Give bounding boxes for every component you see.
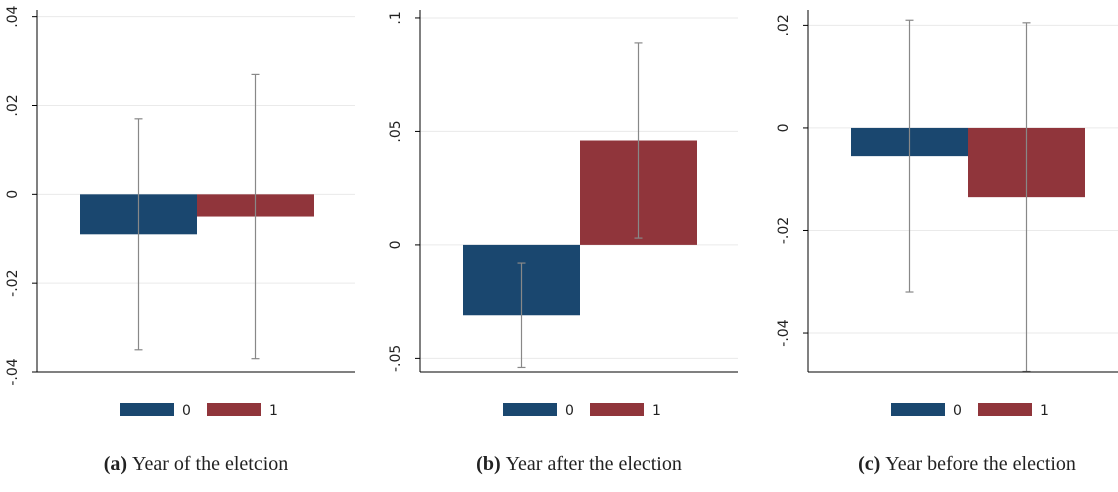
caption-text: Year of the eletcion <box>132 453 288 475</box>
caption-text: Year before the election <box>885 453 1076 475</box>
caption-label: (c) <box>858 453 880 475</box>
y-tick-label: -.04 <box>776 319 792 346</box>
caption: (a) Year of the eletcion <box>104 453 289 475</box>
error-bar <box>634 42 643 239</box>
plot <box>80 73 314 360</box>
legend-swatch <box>891 403 945 416</box>
legend-swatch <box>207 403 261 416</box>
caption-label: (a) <box>104 453 127 475</box>
error-bar <box>905 19 914 293</box>
error-bar <box>134 118 143 351</box>
caption-text: Year after the election <box>506 453 682 475</box>
y-tick-label: 0 <box>388 240 404 249</box>
y-tick-label: -.05 <box>388 345 404 372</box>
panel: -.04 -.02 0 .02 0 1 (c) Year before the electi… <box>776 10 1118 475</box>
y-tick-label: .02 <box>5 94 21 116</box>
panel: -.04 -.02 0 .02 .04 0 1 (a) Year of the eletcio… <box>5 5 355 475</box>
legend-label: 1 <box>269 403 278 419</box>
panel: -.05 0 .05 .1 0 1 (b) Year after the election <box>388 10 738 475</box>
legend-label: 1 <box>1040 403 1049 419</box>
legend-swatch <box>503 403 557 416</box>
legend-swatch <box>978 403 1032 416</box>
legend-label: 0 <box>953 403 962 419</box>
caption-label: (b) <box>476 453 500 475</box>
y-tick-label: -.02 <box>5 270 21 297</box>
legend-label: 1 <box>652 403 661 419</box>
caption: (b) Year after the election <box>476 453 682 475</box>
y-tick-label: .04 <box>5 5 21 27</box>
y-tick-label: 0 <box>776 123 792 132</box>
y-tick-label: .1 <box>388 11 404 24</box>
caption: (c) Year before the election <box>858 453 1076 475</box>
legend-swatch <box>590 403 644 416</box>
plot <box>851 19 1085 372</box>
error-bar <box>517 262 526 369</box>
plot <box>463 42 697 369</box>
legend-swatch <box>120 403 174 416</box>
legend-label: 0 <box>565 403 574 419</box>
y-tick-label: .02 <box>776 14 792 36</box>
y-tick-label: 0 <box>5 190 21 199</box>
y-tick-label: -.02 <box>776 217 792 244</box>
y-tick-label: -.04 <box>5 358 21 385</box>
error-bar <box>1022 22 1031 372</box>
error-bar <box>251 73 260 360</box>
y-tick-label: .05 <box>388 120 404 142</box>
legend-label: 0 <box>182 403 191 419</box>
